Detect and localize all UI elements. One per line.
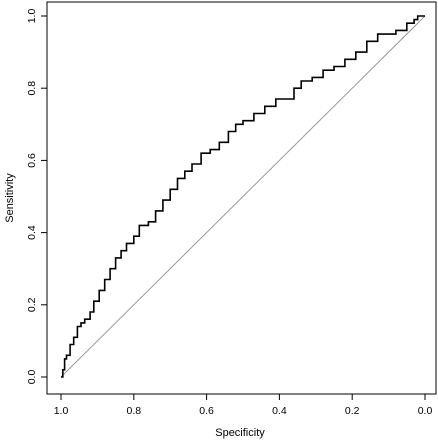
y-tick-label: 0.0 [26, 370, 38, 385]
roc-curve [61, 15, 425, 378]
y-tick-label: 1.0 [26, 9, 38, 24]
reference-diagonal [60, 15, 426, 378]
x-tick-label: 1.0 [54, 405, 69, 417]
x-tick-label: 0.2 [345, 405, 360, 417]
y-tick-label: 0.8 [26, 81, 38, 96]
y-tick-label: 0.2 [26, 297, 38, 312]
y-tick-label: 0.6 [26, 153, 38, 168]
y-tick-label: 0.4 [26, 225, 38, 240]
x-tick-label: 0.6 [199, 405, 214, 417]
y-axis: 0.0 0.2 0.4 0.6 0.8 1.0 [26, 9, 48, 385]
y-axis-title: Sensitivity [4, 173, 16, 223]
x-tick-label: 0.8 [126, 405, 141, 417]
x-axis-title: Specificity [215, 427, 265, 439]
x-tick-label: 0.0 [418, 405, 433, 417]
x-tick-label: 0.4 [272, 405, 287, 417]
x-axis: 1.0 0.8 0.6 0.4 0.2 0.0 [54, 393, 433, 417]
